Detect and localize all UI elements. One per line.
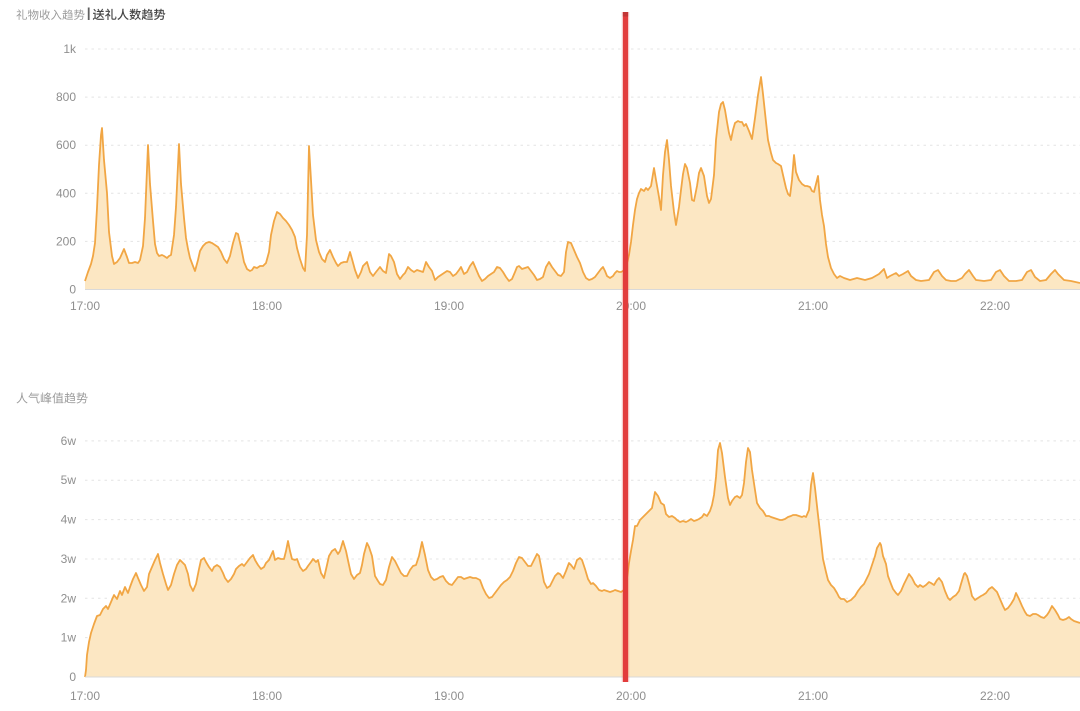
svg-text:20:00: 20:00 bbox=[616, 299, 646, 313]
svg-text:19:00: 19:00 bbox=[434, 689, 464, 703]
svg-text:5w: 5w bbox=[61, 473, 77, 487]
svg-text:600: 600 bbox=[56, 138, 76, 152]
svg-text:18:00: 18:00 bbox=[252, 689, 282, 703]
svg-text:1w: 1w bbox=[61, 631, 77, 645]
svg-text:1k: 1k bbox=[63, 42, 77, 56]
svg-text:6w: 6w bbox=[61, 434, 77, 448]
svg-text:0: 0 bbox=[69, 283, 76, 297]
svg-text:200: 200 bbox=[56, 234, 76, 248]
svg-text:22:00: 22:00 bbox=[980, 299, 1010, 313]
svg-text:17:00: 17:00 bbox=[70, 299, 100, 313]
svg-text:22:00: 22:00 bbox=[980, 689, 1010, 703]
svg-text:18:00: 18:00 bbox=[252, 299, 282, 313]
svg-text:400: 400 bbox=[56, 186, 76, 200]
svg-text:19:00: 19:00 bbox=[434, 299, 464, 313]
svg-text:4w: 4w bbox=[61, 513, 77, 527]
svg-text:2w: 2w bbox=[61, 591, 77, 605]
svg-text:21:00: 21:00 bbox=[798, 689, 828, 703]
svg-text:0: 0 bbox=[69, 670, 76, 684]
svg-text:21:00: 21:00 bbox=[798, 299, 828, 313]
svg-text:800: 800 bbox=[56, 90, 76, 104]
svg-text:17:00: 17:00 bbox=[70, 689, 100, 703]
svg-text:3w: 3w bbox=[61, 552, 77, 566]
svg-text:20:00: 20:00 bbox=[616, 689, 646, 703]
